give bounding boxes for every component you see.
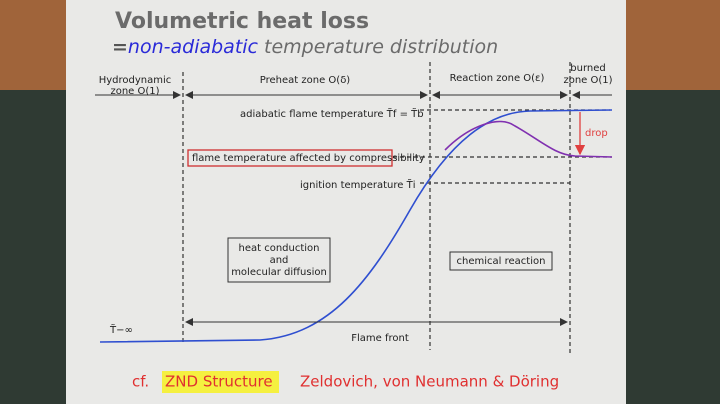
zone-label: Reaction zone O(ε): [450, 73, 545, 84]
zone-label: Preheat zone O(δ): [260, 75, 351, 86]
footer-names: Zeldovich, von Neumann & Döring: [300, 373, 559, 391]
temperature-curve: [99, 109, 613, 343]
compressibility-box: [187, 149, 393, 167]
footer-cf: cf.: [132, 373, 149, 391]
zone-label: zone O(1): [110, 86, 159, 97]
ignition-label: ignition temperature T̃i: [300, 178, 416, 191]
slide: [66, 0, 626, 404]
reaction-box: [449, 251, 553, 271]
title: Volumetric heat loss: [115, 9, 369, 34]
box-text: molecular diffusion: [231, 267, 327, 278]
drop-label: drop: [585, 128, 608, 139]
highlight: [162, 371, 279, 393]
zone-label: Hydrodynamic: [99, 75, 172, 86]
box-text: chemical reaction: [457, 256, 546, 267]
subtitle-rest: temperature distribution: [258, 36, 498, 58]
zone-label: zone O(1): [563, 75, 612, 86]
subtitle: =non-adiabatic temperature distribution: [112, 36, 498, 58]
footer-highlight: ZND Structure: [165, 373, 273, 391]
cold-label: T̃−∞: [109, 323, 133, 336]
subtitle-prefix: =: [112, 36, 128, 58]
flame-front-label: Flame front: [351, 333, 409, 344]
box-text: heat conduction: [238, 243, 319, 254]
compressibility-label: flame temperature affected by compressib…: [192, 153, 425, 164]
diffusion-box: [227, 237, 331, 283]
zone-label: burned: [570, 63, 605, 74]
box-text: and: [270, 255, 289, 266]
adiabatic-label: adiabatic flame temperature T̃f = T̃b: [240, 107, 424, 120]
non-adiabatic-curve: [444, 120, 613, 158]
subtitle-highlight: non-adiabatic: [128, 36, 259, 58]
